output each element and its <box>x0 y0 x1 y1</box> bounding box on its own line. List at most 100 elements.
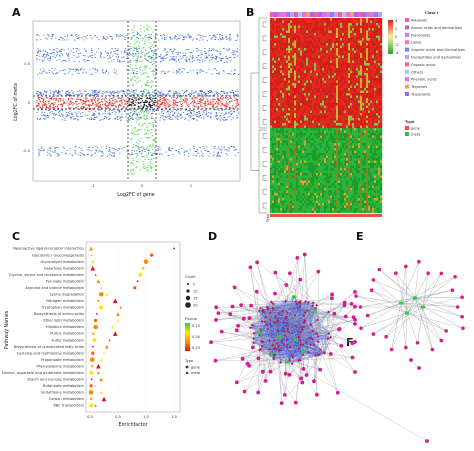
panel-a-point <box>160 57 162 59</box>
panel-a-point <box>179 56 181 58</box>
panel-a-point <box>230 97 232 99</box>
panel-b-cell <box>318 98 321 101</box>
panel-a-point <box>62 38 64 39</box>
panel-a-point <box>99 109 101 111</box>
panel-a-point <box>131 115 133 116</box>
panel-a-point <box>102 38 105 39</box>
panel-b-cell <box>376 40 379 44</box>
panel-b-cell <box>342 80 345 84</box>
panel-a-point <box>132 160 134 161</box>
panel-a-point <box>111 36 113 37</box>
panel-a-point <box>199 102 201 104</box>
panel-b-cell <box>308 70 311 74</box>
panel-b-cell <box>276 68 279 71</box>
panel-a-point <box>200 98 202 100</box>
panel-a-point <box>106 105 108 106</box>
panel-a-point <box>137 94 139 96</box>
panel-a-point <box>143 164 145 166</box>
panel-a-point <box>183 37 185 38</box>
panel-b-cell <box>270 60 273 64</box>
panel-b-cell <box>300 93 303 96</box>
panel-b-cell <box>284 80 287 84</box>
panel-a-point <box>61 119 63 121</box>
panel-a-point <box>159 94 161 96</box>
panel-a-point <box>92 115 94 116</box>
panel-a-point <box>93 119 95 120</box>
panel-b-cell <box>364 58 367 61</box>
panel-a-point <box>214 35 216 37</box>
panel-a-point <box>174 35 177 37</box>
panel-a-point <box>231 70 233 72</box>
panel-b-cell <box>278 63 281 66</box>
panel-a-point <box>102 91 104 92</box>
panel-b-cell <box>284 33 287 36</box>
panel-b-cell <box>310 20 313 24</box>
panel-a-point <box>111 60 113 62</box>
panel-b-cell <box>378 78 381 81</box>
panel-a-point <box>137 39 140 41</box>
panel-b-cell <box>358 50 361 54</box>
panel-a-point <box>58 59 60 61</box>
panel-b-cell <box>286 100 289 104</box>
panel-a-point <box>159 119 161 121</box>
panel-b-cell <box>284 85 287 89</box>
panel-a-point <box>220 39 222 41</box>
panel-b-cell <box>298 30 301 34</box>
panel-b-cell <box>364 68 367 71</box>
panel-b-cell <box>272 105 275 109</box>
panel-b-cell <box>358 70 361 74</box>
panel-b-cell <box>376 28 379 31</box>
panel-b-cell <box>290 80 293 84</box>
panel-b-cell <box>358 103 361 106</box>
panel-a-point <box>200 90 202 92</box>
panel-a-point <box>93 107 96 109</box>
panel-a-point <box>175 150 177 152</box>
panel-a-point <box>133 100 135 102</box>
panel-b-cell <box>380 98 383 101</box>
panel-a-point <box>47 34 49 35</box>
panel-a-point <box>39 118 41 120</box>
panel-a-point <box>237 55 239 57</box>
panel-a-point <box>51 98 53 100</box>
panel-b-cell <box>374 83 377 86</box>
panel-b-cell <box>338 70 341 74</box>
panel-b-cell <box>336 50 339 54</box>
panel-a-point <box>208 91 210 93</box>
panel-b-cell <box>304 55 307 59</box>
panel-b-cell <box>364 23 367 26</box>
panel-b-cell <box>354 23 357 26</box>
panel-a-point <box>106 107 108 109</box>
panel-a-point <box>41 59 43 61</box>
panel-b-cell <box>274 35 277 39</box>
panel-a-point <box>176 93 178 95</box>
panel-b-cell <box>314 63 317 66</box>
panel-a-point <box>220 91 222 92</box>
panel-b-cell <box>320 90 323 94</box>
panel-a-point <box>66 114 68 115</box>
panel-b-cell <box>350 65 353 69</box>
panel-b-cell <box>322 83 325 86</box>
panel-b-cell <box>292 103 295 106</box>
panel-b-cell <box>296 103 299 106</box>
panel-b-cell <box>372 98 375 101</box>
panel-b-cell <box>378 100 381 104</box>
panel-a-point <box>52 94 54 96</box>
panel-a-point <box>79 113 82 115</box>
panel-b-cell <box>302 98 305 101</box>
panel-a-point <box>71 101 73 103</box>
panel-b-cell <box>296 23 299 26</box>
panel-b-cell <box>344 23 347 26</box>
panel-a-point <box>45 95 48 96</box>
panel-b-cell <box>304 78 307 81</box>
panel-b-cell <box>276 75 279 79</box>
panel-b-dendro-branch <box>262 21 267 28</box>
panel-a-point <box>71 112 73 114</box>
panel-a-point <box>236 115 238 116</box>
panel-a-point <box>96 93 98 95</box>
panel-a-point <box>202 99 204 100</box>
panel-a-point <box>154 140 156 142</box>
panel-a-point <box>52 114 55 116</box>
panel-b-cell <box>298 100 301 104</box>
panel-b-cell <box>370 73 373 76</box>
panel-b-cell <box>358 35 361 39</box>
